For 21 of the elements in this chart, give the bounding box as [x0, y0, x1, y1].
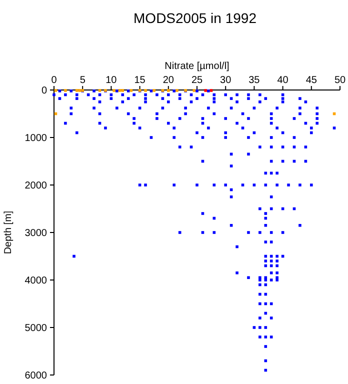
x-tick-label: 45	[306, 75, 318, 86]
x-tick-label: 0	[51, 75, 58, 86]
y-tick-label: 3000	[24, 228, 48, 239]
y-axis-title: Depth [m]	[3, 210, 14, 254]
x-tick-label: 30	[220, 75, 232, 86]
x-tick-label: 25	[191, 75, 203, 86]
x-tick-label: 35	[248, 75, 260, 86]
y-tick-label: 5000	[24, 323, 48, 334]
y-tick-label: 0	[41, 86, 48, 96]
y-tick-label: 2000	[24, 180, 48, 192]
x-tick-label: 5	[80, 75, 86, 86]
y-tick-label: 1000	[24, 133, 48, 144]
x-tick-label: 40	[277, 75, 289, 86]
x-tick-label: 10	[106, 75, 118, 86]
x-tick-label: 50	[334, 75, 346, 86]
x-axis-title: Nitrate [µmol/l]	[164, 61, 230, 72]
x-tick-label: 20	[162, 75, 174, 86]
y-tick-label: 4000	[24, 276, 48, 286]
y-tick-label: 6000	[24, 370, 48, 382]
x-tick-label: 15	[134, 75, 146, 86]
chart-title: MODS2005 in 1992	[134, 10, 257, 26]
